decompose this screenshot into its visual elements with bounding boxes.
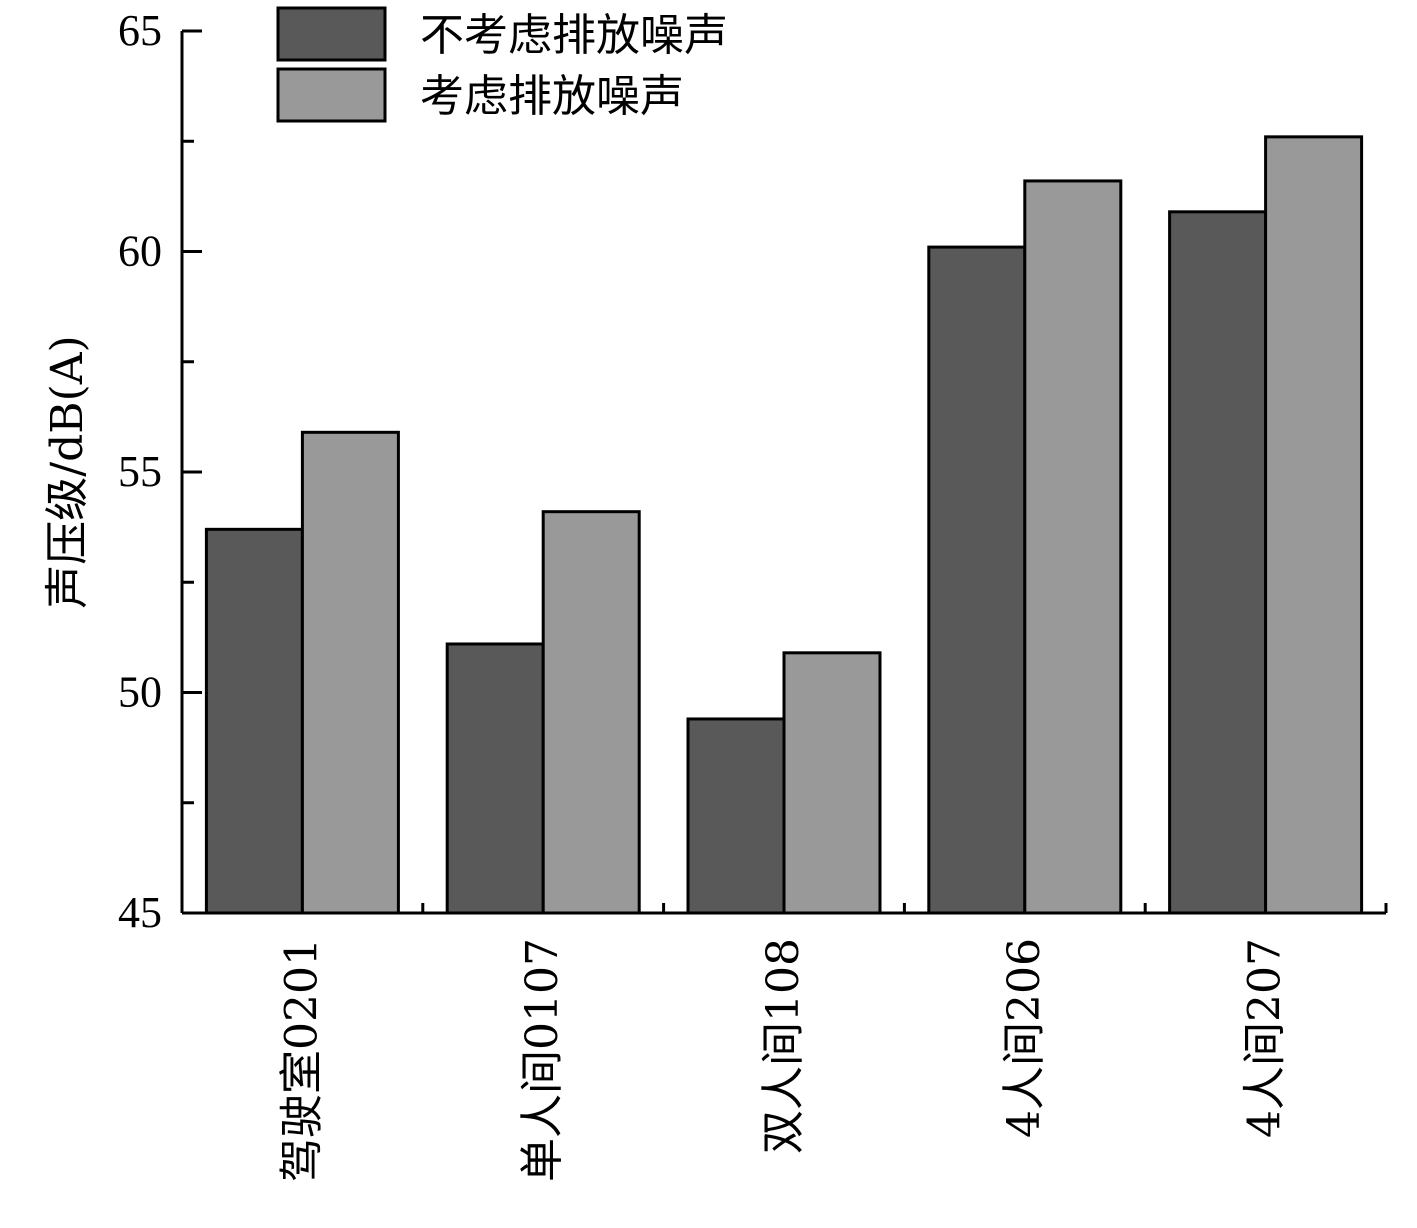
x-category-label: 驾驶室0201 [276, 938, 327, 1182]
bar-without-exhaust-1 [204, 527, 304, 915]
x-category-label: 单人间0107 [517, 938, 568, 1182]
bars-layer [204, 135, 1364, 915]
legend-label-2: 考虑排放噪声 [420, 71, 684, 122]
y-tick-label: 50 [118, 668, 162, 717]
bar-without-exhaust-3 [686, 717, 786, 915]
legend-swatch-2 [276, 67, 387, 123]
bar-with-exhaust-4 [1023, 179, 1123, 915]
x-category-label: 4人间206 [999, 938, 1050, 1138]
bar-without-exhaust-4 [927, 245, 1027, 915]
bar-without-exhaust-2 [445, 642, 545, 915]
y-tick-label: 45 [118, 888, 162, 937]
bar-with-exhaust-1 [300, 430, 400, 915]
x-category-label: 双人间108 [758, 938, 809, 1154]
legend-swatch-1 [276, 6, 387, 62]
y-tick-label: 65 [118, 6, 162, 55]
x-category-label: 4人间207 [1240, 938, 1291, 1138]
bar-with-exhaust-2 [541, 510, 641, 915]
bar-with-exhaust-5 [1264, 135, 1364, 915]
legend-label-1: 不考虑排放噪声 [420, 10, 728, 61]
y-axis-title: 声压级/dB(A) [42, 335, 93, 608]
y-tick-label: 55 [118, 447, 162, 496]
bar-with-exhaust-3 [782, 651, 882, 915]
axes-layer: 45 50 55 60 65 驾驶室0201 单人间0107 双人间108 4人间206 4人间2… [118, 6, 1388, 1182]
bar-without-exhaust-5 [1168, 210, 1268, 915]
y-tick-label: 60 [118, 227, 162, 276]
